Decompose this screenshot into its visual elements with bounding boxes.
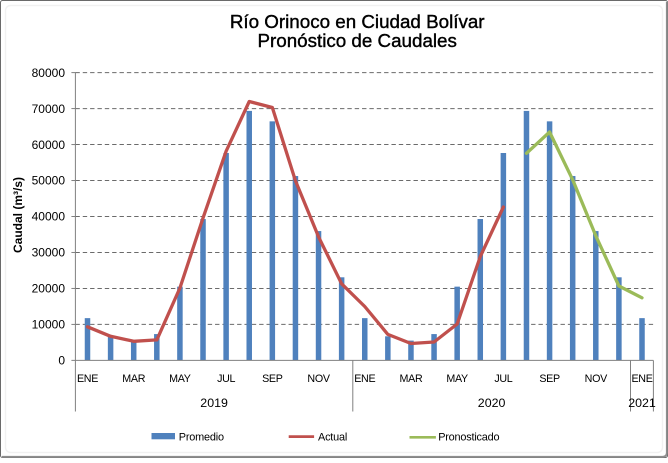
svg-text:2019: 2019 (200, 396, 228, 410)
svg-text:JUL: JUL (217, 373, 235, 385)
svg-text:MAY: MAY (446, 373, 468, 385)
svg-text:MAY: MAY (169, 373, 191, 385)
svg-text:20000: 20000 (32, 282, 66, 296)
svg-text:80000: 80000 (32, 66, 66, 80)
svg-text:JUL: JUL (494, 373, 512, 385)
svg-text:2021: 2021 (628, 396, 656, 410)
svg-text:2020: 2020 (478, 396, 506, 410)
svg-text:ENE: ENE (354, 373, 375, 385)
svg-text:SEP: SEP (262, 373, 283, 385)
svg-text:MAR: MAR (400, 373, 423, 385)
svg-text:NOV: NOV (585, 373, 608, 385)
svg-text:30000: 30000 (32, 246, 66, 260)
svg-text:ENE: ENE (77, 373, 98, 385)
svg-text:Caudal (m³/s): Caudal (m³/s) (11, 177, 25, 253)
svg-text:Pronosticado: Pronosticado (438, 432, 499, 444)
svg-text:ENE: ENE (631, 373, 652, 385)
svg-text:NOV: NOV (307, 373, 330, 385)
svg-text:0: 0 (58, 354, 65, 368)
svg-text:70000: 70000 (32, 102, 66, 116)
svg-text:60000: 60000 (32, 138, 66, 152)
svg-text:Actual: Actual (318, 432, 347, 444)
svg-text:Promedio: Promedio (179, 432, 224, 444)
svg-text:40000: 40000 (32, 210, 66, 224)
svg-text:10000: 10000 (32, 318, 66, 332)
svg-text:50000: 50000 (32, 174, 66, 188)
svg-text:Río Orinoco en Ciudad Bolívar: Río Orinoco en Ciudad Bolívar (230, 11, 485, 32)
svg-text:Pronóstico de Caudales: Pronóstico de Caudales (257, 30, 456, 51)
svg-text:SEP: SEP (539, 373, 560, 385)
svg-text:MAR: MAR (122, 373, 145, 385)
